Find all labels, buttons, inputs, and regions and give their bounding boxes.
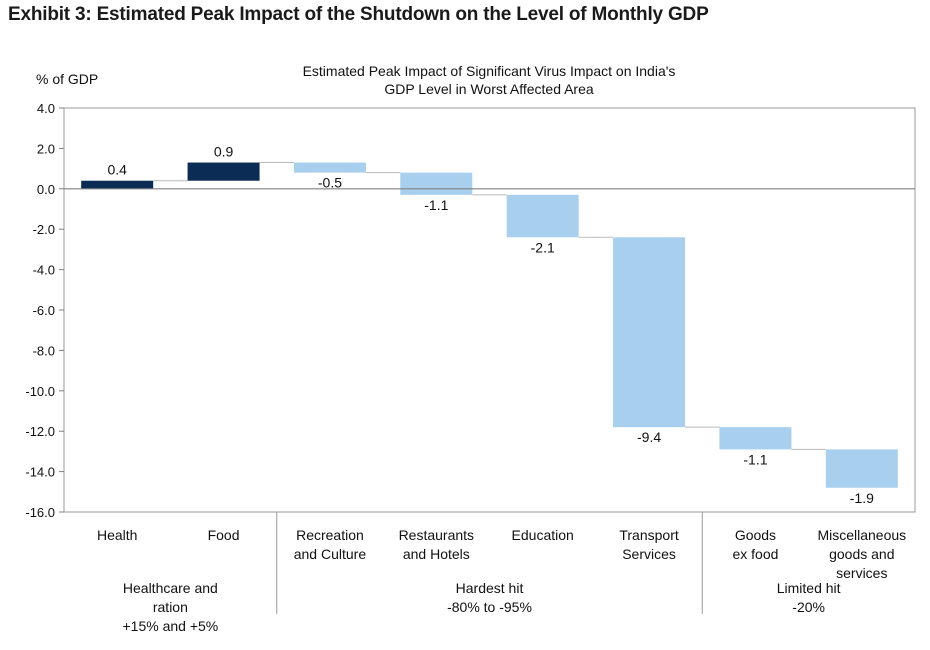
- value-label: -9.4: [637, 429, 661, 445]
- bar-0: [81, 180, 154, 189]
- y-tick-label: -16.0: [25, 505, 55, 520]
- x-category-label: and Hotels: [403, 546, 470, 562]
- x-category-label: Restaurants: [399, 527, 474, 543]
- x-category-label: Health: [97, 527, 137, 543]
- group-label: ration: [153, 599, 188, 615]
- exhibit-title: Exhibit 3: Estimated Peak Impact of the …: [8, 4, 709, 25]
- group-label: -20%: [792, 599, 825, 615]
- y-tick-label: -14.0: [25, 465, 55, 480]
- x-category-label: Food: [208, 527, 240, 543]
- value-label: 0.4: [107, 162, 127, 178]
- group-label: -80% to -95%: [447, 599, 532, 615]
- chart-title-line-2: GDP Level in Worst Affected Area: [384, 81, 594, 97]
- bar-3: [400, 172, 473, 195]
- y-tick-label: -6.0: [33, 303, 55, 318]
- x-category-label: Recreation: [296, 527, 364, 543]
- value-label: -1.1: [424, 197, 448, 213]
- x-category-label: services: [836, 565, 887, 581]
- value-label: -1.9: [850, 490, 874, 506]
- value-label: -2.1: [531, 239, 555, 255]
- bar-7: [825, 449, 898, 488]
- x-category-label: Education: [512, 527, 574, 543]
- value-label: 0.9: [214, 144, 234, 160]
- value-label: -1.1: [743, 451, 767, 467]
- y-tick-label: -4.0: [33, 263, 55, 278]
- group-label: Healthcare and: [123, 580, 218, 596]
- y-tick-label: -12.0: [25, 424, 55, 439]
- y-tick-label: 0.0: [37, 182, 55, 197]
- y-tick-label: 4.0: [37, 101, 55, 116]
- group-label: +15% and +5%: [123, 618, 219, 634]
- y-tick-label: -8.0: [33, 343, 55, 358]
- x-category-label: goods and: [829, 546, 894, 562]
- x-category-label: Goods: [735, 527, 776, 543]
- x-category-label: Transport: [619, 527, 679, 543]
- x-category-label: ex food: [732, 546, 778, 562]
- group-label: Limited hit: [777, 580, 841, 596]
- x-category-label: Services: [622, 546, 676, 562]
- value-label: -0.5: [318, 175, 342, 191]
- group-label: Hardest hit: [456, 580, 524, 596]
- chart-title-line-1: Estimated Peak Impact of Significant Vir…: [303, 63, 676, 79]
- y-tick-label: 2.0: [37, 141, 55, 156]
- x-category-label: Miscellaneous: [817, 527, 906, 543]
- bar-4: [506, 194, 579, 238]
- y-axis-label: % of GDP: [36, 71, 98, 87]
- bar-5: [613, 237, 686, 428]
- bar-6: [719, 427, 792, 450]
- y-tick-label: -2.0: [33, 222, 55, 237]
- y-tick-label: -10.0: [25, 384, 55, 399]
- bar-2: [293, 162, 366, 173]
- bar-1: [187, 162, 260, 181]
- x-category-label: and Culture: [294, 546, 367, 562]
